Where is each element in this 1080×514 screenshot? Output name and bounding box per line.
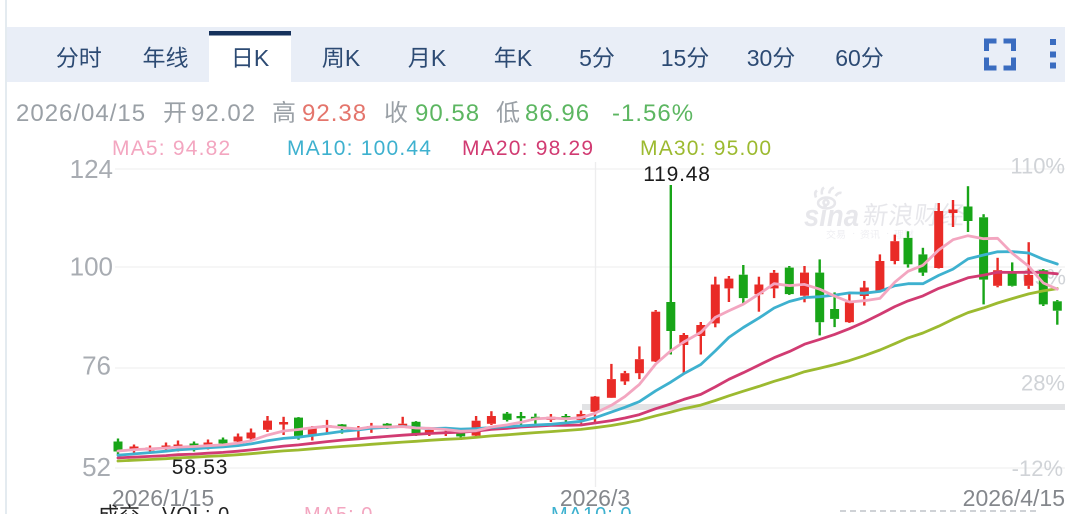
svg-text:MA20: 98.29: MA20: 98.29 [462,137,594,160]
svg-text:92.02: 92.02 [191,100,256,127]
svg-text:5: 5 [579,45,592,71]
svg-text:K: K [254,45,270,71]
svg-text:100: 100 [70,252,113,282]
svg-text:MA30: 95.00: MA30: 95.00 [640,137,772,160]
svg-text:MA10: 0: MA10: 0 [551,504,632,514]
svg-text:-12%: -12% [1012,456,1063,481]
svg-text:0: 0 [848,45,861,71]
svg-text:2026/04/15: 2026/04/15 [16,100,146,127]
svg-text:K: K [345,45,361,71]
svg-text:MA5: 0: MA5: 0 [304,504,373,514]
svg-text:52: 52 [82,452,111,482]
svg-text:-1.56%: -1.56% [612,100,694,127]
svg-text:110%: 110% [1010,154,1065,179]
svg-text:124: 124 [70,154,113,184]
svg-text:MA10: 100.44: MA10: 100.44 [287,137,432,160]
svg-text:119.48: 119.48 [643,163,710,186]
svg-text:0: 0 [760,45,773,71]
svg-text:K: K [517,45,533,71]
svg-text:58.53: 58.53 [172,456,229,479]
svg-text:·: · [886,228,889,239]
svg-text:VOL: 0: VOL: 0 [162,504,230,514]
svg-text:MA5: 94.82: MA5: 94.82 [112,137,231,160]
svg-text:76: 76 [82,351,111,381]
svg-text:5: 5 [674,45,687,71]
svg-text:6: 6 [835,45,848,71]
svg-text:92.38: 92.38 [302,100,367,127]
svg-text:1: 1 [661,45,674,71]
svg-text:sina: sina [804,198,859,233]
svg-text:3: 3 [747,45,760,71]
svg-text:2026/1/15: 2026/1/15 [112,485,214,511]
svg-text:86.96: 86.96 [525,100,590,127]
svg-text:90.58: 90.58 [415,100,480,127]
svg-text:2026/3: 2026/3 [560,485,630,511]
svg-text:·: · [852,228,855,239]
svg-text:28%: 28% [1021,371,1065,396]
svg-text:2026/4/15: 2026/4/15 [963,485,1065,511]
svg-text:K: K [431,45,447,71]
